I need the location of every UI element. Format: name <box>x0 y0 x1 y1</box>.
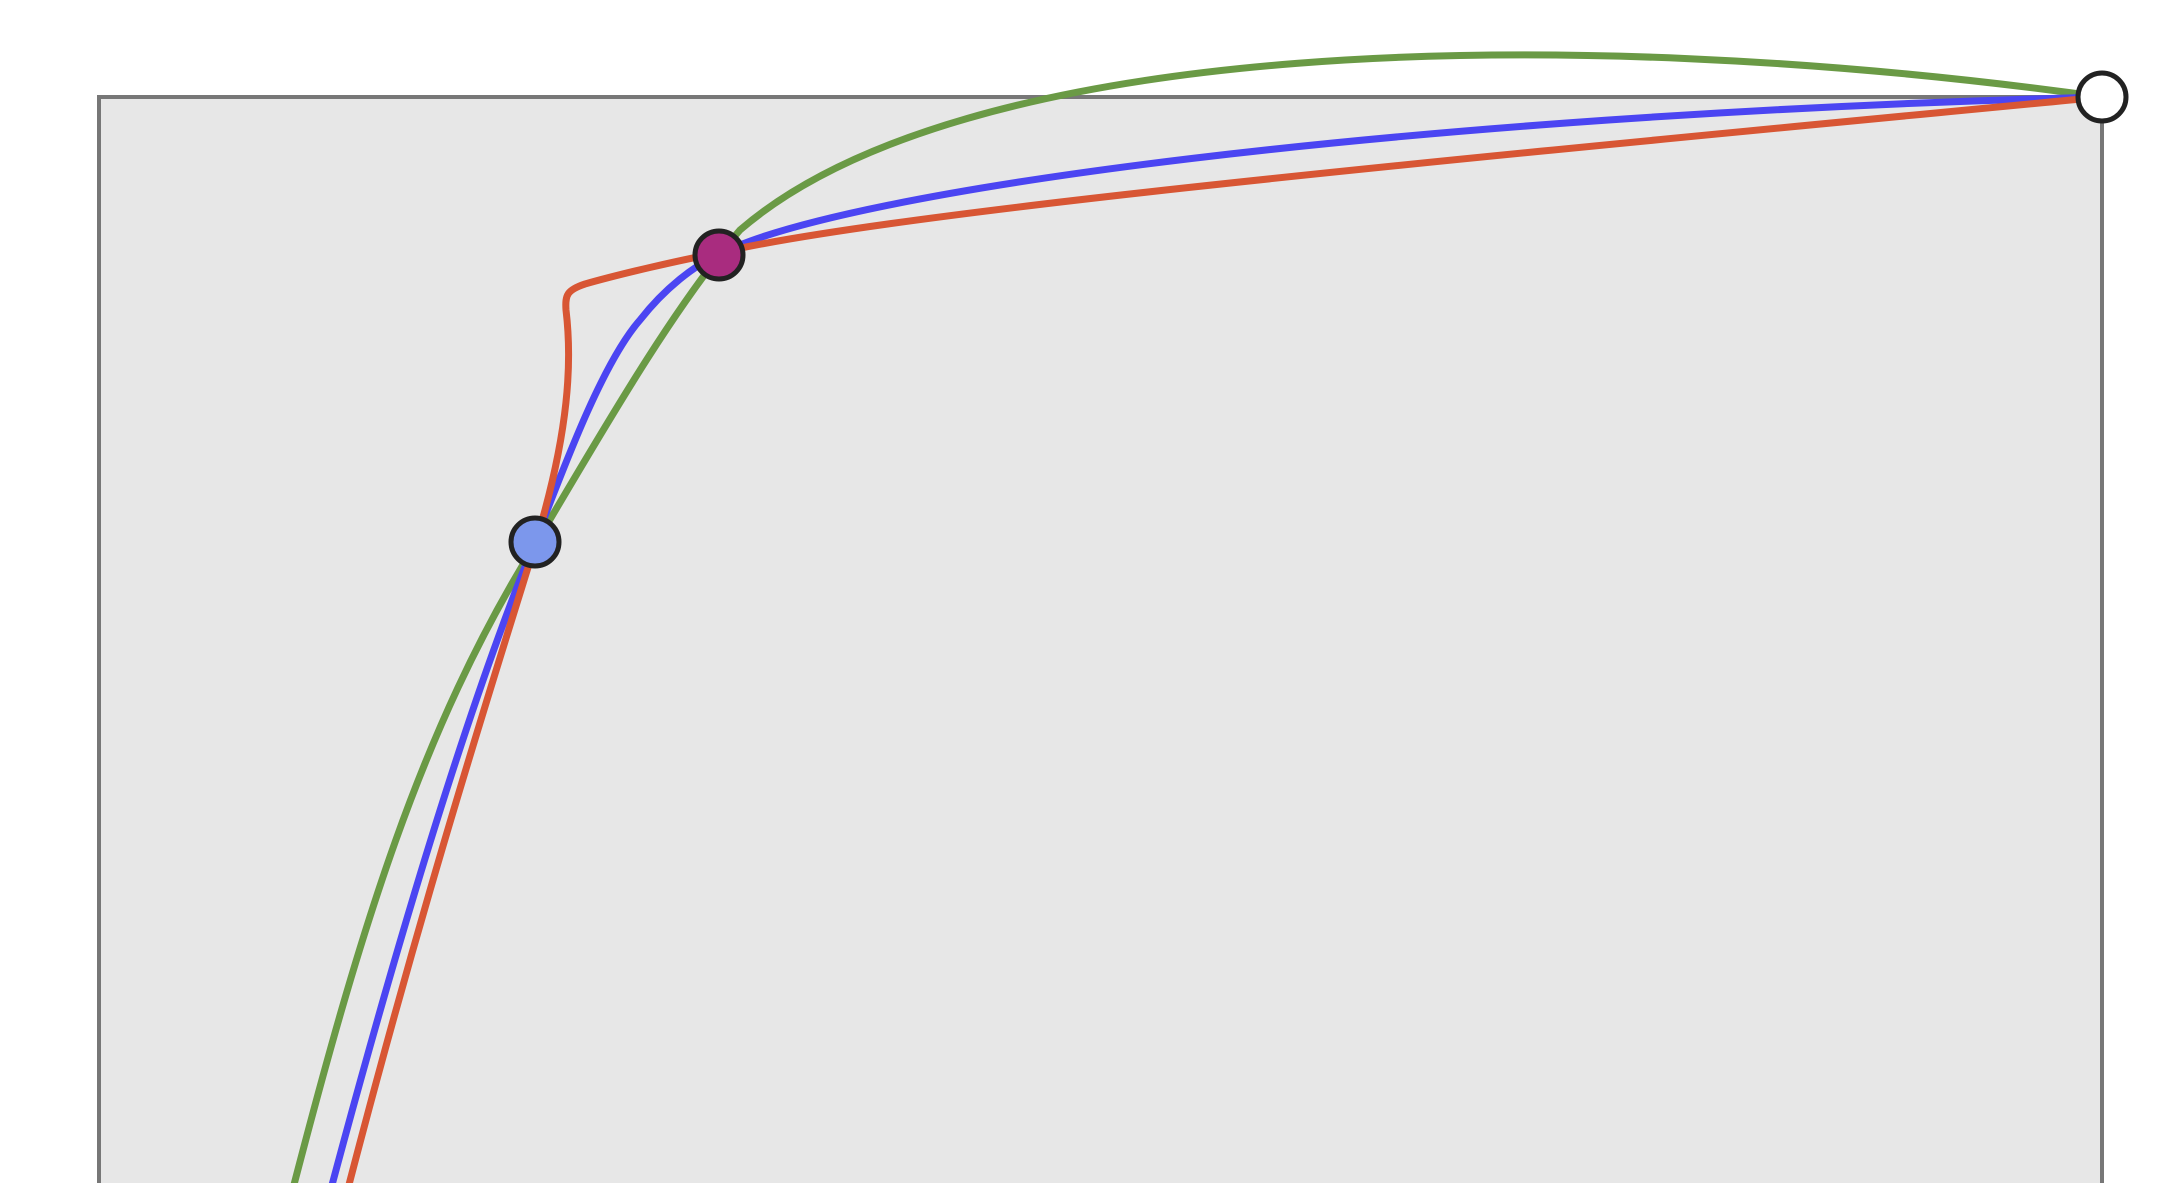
start-point-handle[interactable] <box>511 518 559 566</box>
mid-point-handle[interactable] <box>695 231 743 279</box>
end-point-handle[interactable] <box>2078 73 2126 121</box>
editor-frame <box>99 97 2102 1183</box>
